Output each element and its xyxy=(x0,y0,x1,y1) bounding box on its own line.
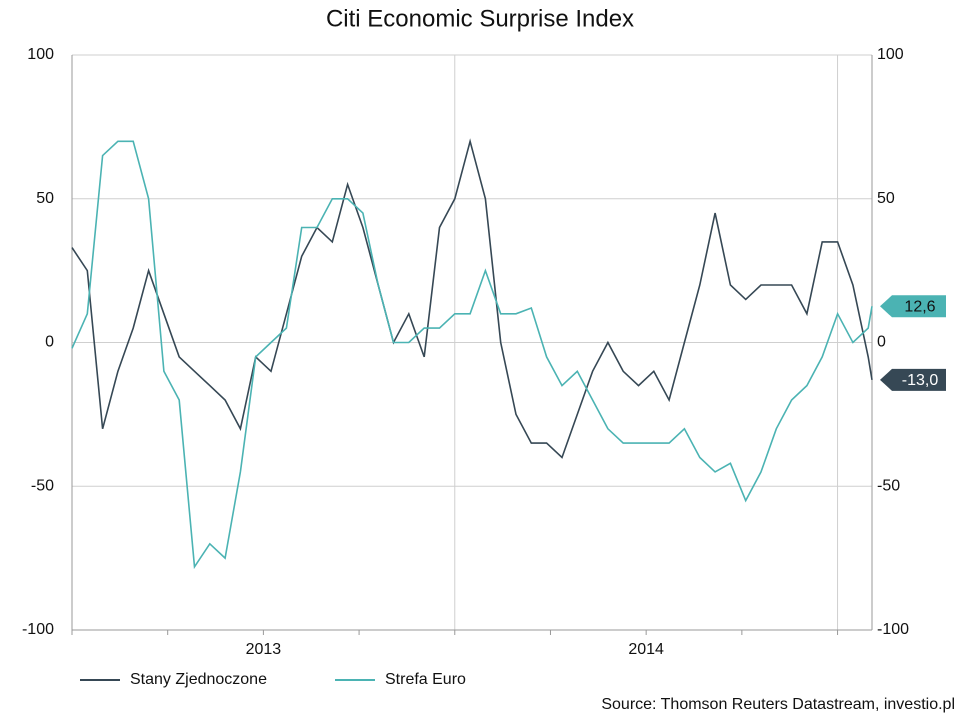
chart-title: Citi Economic Surprise Index xyxy=(326,5,634,32)
y2-tick-label: -100 xyxy=(877,621,909,638)
end-label-box xyxy=(880,368,946,391)
end-label: -13,0 xyxy=(902,372,939,389)
series-line xyxy=(71,140,873,570)
y-tick-label: 0 xyxy=(45,334,54,351)
y2-tick-label: 0 xyxy=(877,334,886,351)
x-tick-label: 2014 xyxy=(628,641,664,658)
source: Source: Thomson Reuters Datastream, inve… xyxy=(601,696,955,713)
end-label-box xyxy=(880,295,946,318)
y-tick-label: -50 xyxy=(31,477,54,494)
y-tick-label: -100 xyxy=(22,621,54,638)
legend-label: Strefa Euro xyxy=(385,671,466,688)
y2-tick-label: -50 xyxy=(877,477,900,494)
y-tick-label: 50 xyxy=(36,190,54,207)
series-line xyxy=(71,138,873,459)
x-tick-label: 2013 xyxy=(246,641,282,658)
y-tick-label: 100 xyxy=(27,46,54,63)
y2-tick-label: 100 xyxy=(877,46,904,63)
legend-label: Stany Zjednoczone xyxy=(130,671,267,688)
end-label: 12,6 xyxy=(904,298,935,315)
y2-tick-label: 50 xyxy=(877,190,895,207)
